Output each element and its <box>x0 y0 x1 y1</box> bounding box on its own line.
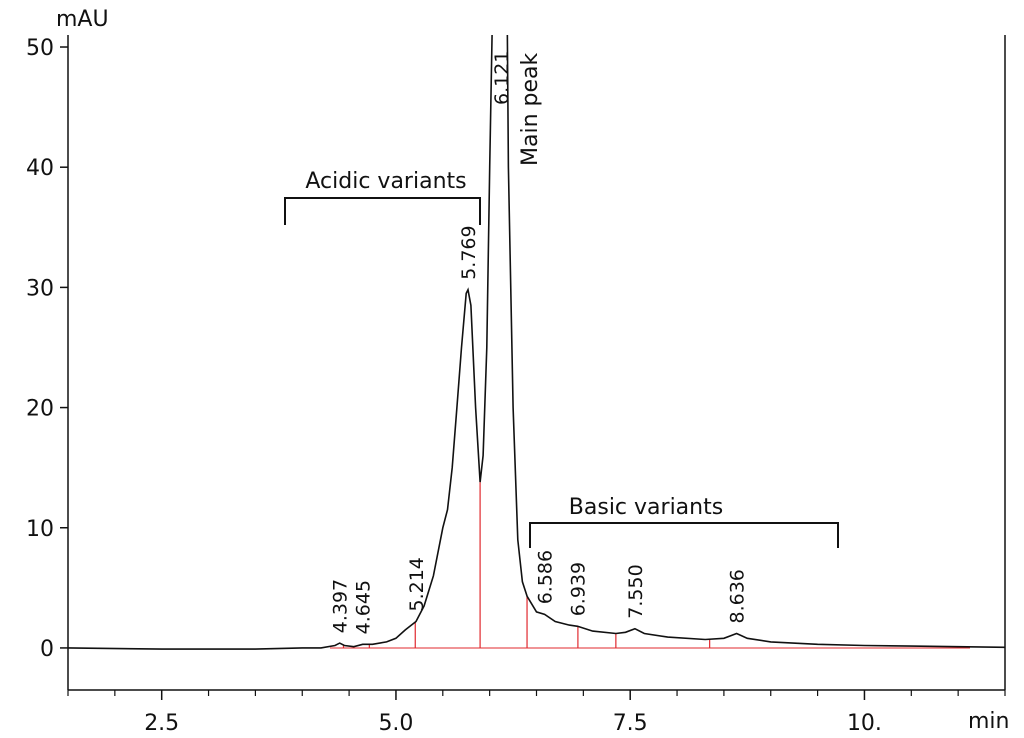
y-tick-label: 0 <box>40 637 54 662</box>
y-tick-label: 20 <box>26 397 54 422</box>
peak-label: 6.586 <box>535 550 557 604</box>
peak-label: 6.121 <box>491 51 513 105</box>
peak-label: 5.214 <box>406 557 428 611</box>
peak-label: 5.769 <box>458 225 480 279</box>
x-axis-label: min <box>968 709 1010 734</box>
basic-bracket <box>529 522 839 548</box>
y-tick-label: 50 <box>26 36 54 61</box>
peak-label: 7.550 <box>625 564 647 618</box>
x-tick-label: 10. <box>847 711 882 736</box>
x-tick-label: 2.5 <box>144 711 179 736</box>
annotation: Acidic variants <box>305 169 466 194</box>
peak-label: 4.645 <box>353 580 375 634</box>
y-tick-label: 30 <box>26 276 54 301</box>
peak-label: 4.397 <box>329 579 351 633</box>
y-tick-label: 10 <box>26 517 54 542</box>
x-tick-label: 7.5 <box>613 711 648 736</box>
annotation: Main peak <box>518 53 543 166</box>
peak-label: 8.636 <box>727 569 749 623</box>
trace <box>68 35 1005 650</box>
x-tick-label: 5.0 <box>378 711 413 736</box>
annotation: Basic variants <box>569 495 723 520</box>
acidic-bracket <box>284 197 481 225</box>
peak-label: 6.939 <box>568 562 590 616</box>
y-tick-label: 40 <box>26 156 54 181</box>
y-axis-label: mAU <box>56 7 109 32</box>
